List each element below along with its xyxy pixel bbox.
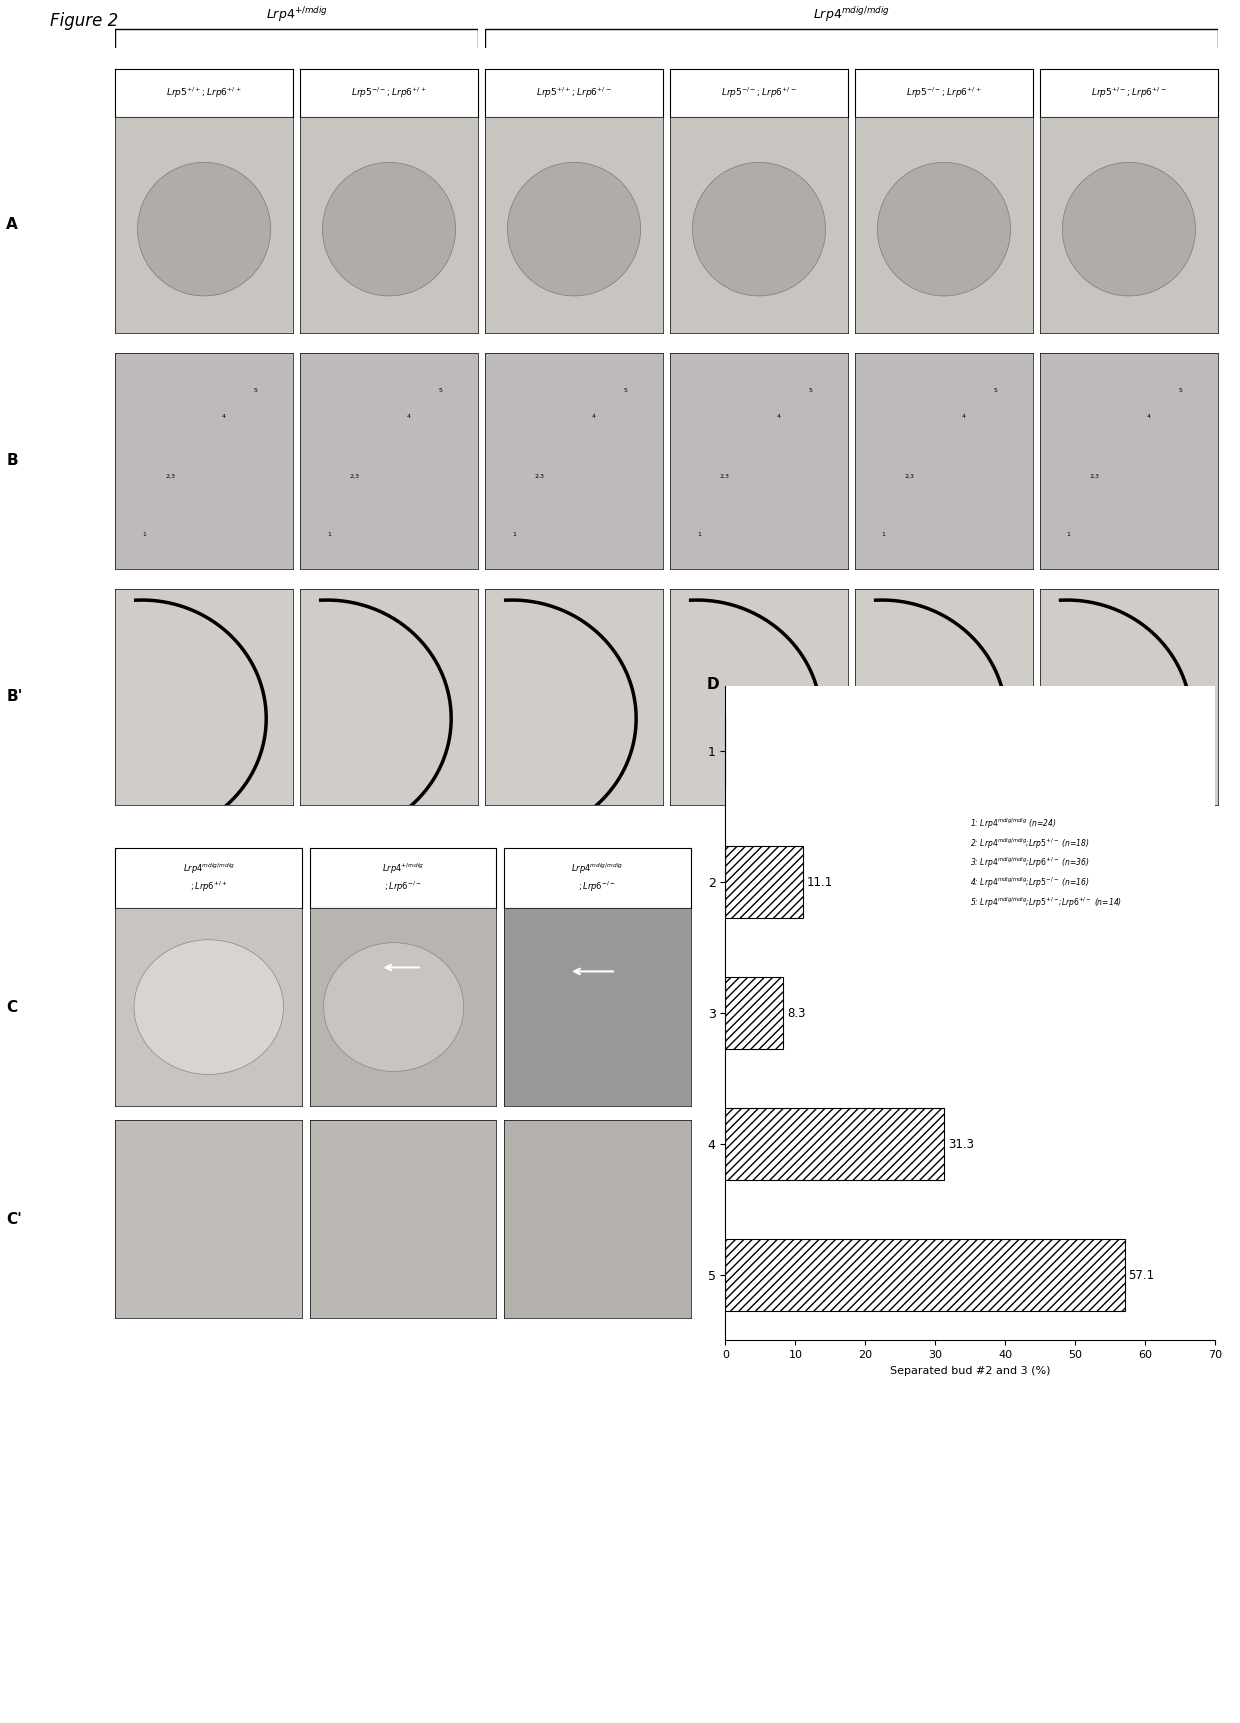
- Text: C: C: [6, 999, 17, 1015]
- Text: Figure 2: Figure 2: [50, 12, 118, 29]
- Ellipse shape: [324, 942, 464, 1072]
- Text: 5: 5: [254, 388, 258, 393]
- Text: 8.3: 8.3: [787, 1006, 806, 1020]
- Ellipse shape: [322, 162, 455, 296]
- Text: 11.1: 11.1: [806, 875, 833, 889]
- Text: B: B: [6, 453, 17, 469]
- Text: 2,3: 2,3: [165, 474, 175, 479]
- Text: 1: 1: [512, 532, 516, 538]
- Text: B': B': [6, 689, 22, 705]
- Text: 2,3: 2,3: [534, 474, 544, 479]
- Text: $Lrp5^{+/-};Lrp6^{+/-}$: $Lrp5^{+/-};Lrp6^{+/-}$: [1091, 86, 1167, 100]
- Text: 4: 4: [407, 414, 410, 419]
- Text: 57.1: 57.1: [1128, 1268, 1154, 1282]
- Text: $Lrp5^{-/-};Lrp6^{+/+}$: $Lrp5^{-/-};Lrp6^{+/+}$: [906, 86, 982, 100]
- Text: 1: 1: [1066, 532, 1070, 538]
- Ellipse shape: [692, 162, 826, 296]
- Text: $Lrp4^{mdig/mdig}$: $Lrp4^{mdig/mdig}$: [813, 5, 890, 24]
- X-axis label: Separated bud #2 and 3 (%): Separated bud #2 and 3 (%): [890, 1366, 1050, 1375]
- Text: 1: 1: [882, 532, 885, 538]
- Ellipse shape: [134, 939, 284, 1075]
- Text: $Lrp5^{-/-};Lrp6^{+/-}$: $Lrp5^{-/-};Lrp6^{+/-}$: [720, 86, 797, 100]
- Text: $Lrp4^{mdig/mdig}$
$;Lrp6^{-/-}$: $Lrp4^{mdig/mdig}$ $;Lrp6^{-/-}$: [572, 862, 624, 894]
- Text: $Lrp5^{-/-};Lrp6^{+/+}$: $Lrp5^{-/-};Lrp6^{+/+}$: [351, 86, 427, 100]
- Text: 2,3: 2,3: [720, 474, 730, 479]
- Text: A: A: [6, 217, 17, 233]
- Text: C': C': [6, 1211, 22, 1227]
- Text: $Lrp4^{+/mdig}$
$;Lrp6^{-/-}$: $Lrp4^{+/mdig}$ $;Lrp6^{-/-}$: [382, 862, 424, 894]
- Bar: [725, 846, 804, 918]
- Text: 4: 4: [776, 414, 781, 419]
- Text: $Lrp4^{+/mdig}$: $Lrp4^{+/mdig}$: [265, 5, 327, 24]
- Text: 5: 5: [439, 388, 443, 393]
- Ellipse shape: [878, 162, 1011, 296]
- Text: D: D: [707, 677, 719, 693]
- Text: 4: 4: [222, 414, 226, 419]
- Text: 4: 4: [962, 414, 966, 419]
- Bar: [725, 1108, 945, 1180]
- Text: 5: 5: [624, 388, 627, 393]
- Text: 5: 5: [808, 388, 812, 393]
- Text: 2,3: 2,3: [905, 474, 915, 479]
- Text: 1: 1: [697, 532, 701, 538]
- Text: 2,3: 2,3: [1090, 474, 1100, 479]
- Text: 5: 5: [1179, 388, 1183, 393]
- Text: 1: $Lrp4^{mdig/mdig}$ (n=24)
2: $Lrp4^{mdig/mdig}$;$Lrp5^{+/-}$ (n=18)
3: $Lrp4^: 1: $Lrp4^{mdig/mdig}$ (n=24) 2: $Lrp4^{m…: [970, 817, 1122, 910]
- Text: 1: 1: [327, 532, 331, 538]
- Text: 31.3: 31.3: [947, 1137, 973, 1151]
- Ellipse shape: [1063, 162, 1195, 296]
- Text: $Lrp5^{+/+};Lrp6^{+/+}$: $Lrp5^{+/+};Lrp6^{+/+}$: [166, 86, 242, 100]
- Ellipse shape: [507, 162, 641, 296]
- Bar: [725, 977, 784, 1049]
- Text: 1: 1: [141, 532, 146, 538]
- Text: $Lrp5^{+/+};Lrp6^{+/-}$: $Lrp5^{+/+};Lrp6^{+/-}$: [536, 86, 613, 100]
- Bar: [725, 1239, 1125, 1311]
- Text: 4: 4: [591, 414, 595, 419]
- Text: 5: 5: [993, 388, 997, 393]
- Text: 2,3: 2,3: [350, 474, 360, 479]
- Text: $Lrp4^{mdig/mdig}$
$;Lrp6^{+/+}$: $Lrp4^{mdig/mdig}$ $;Lrp6^{+/+}$: [182, 862, 234, 894]
- Ellipse shape: [138, 162, 270, 296]
- Text: 4: 4: [1147, 414, 1151, 419]
